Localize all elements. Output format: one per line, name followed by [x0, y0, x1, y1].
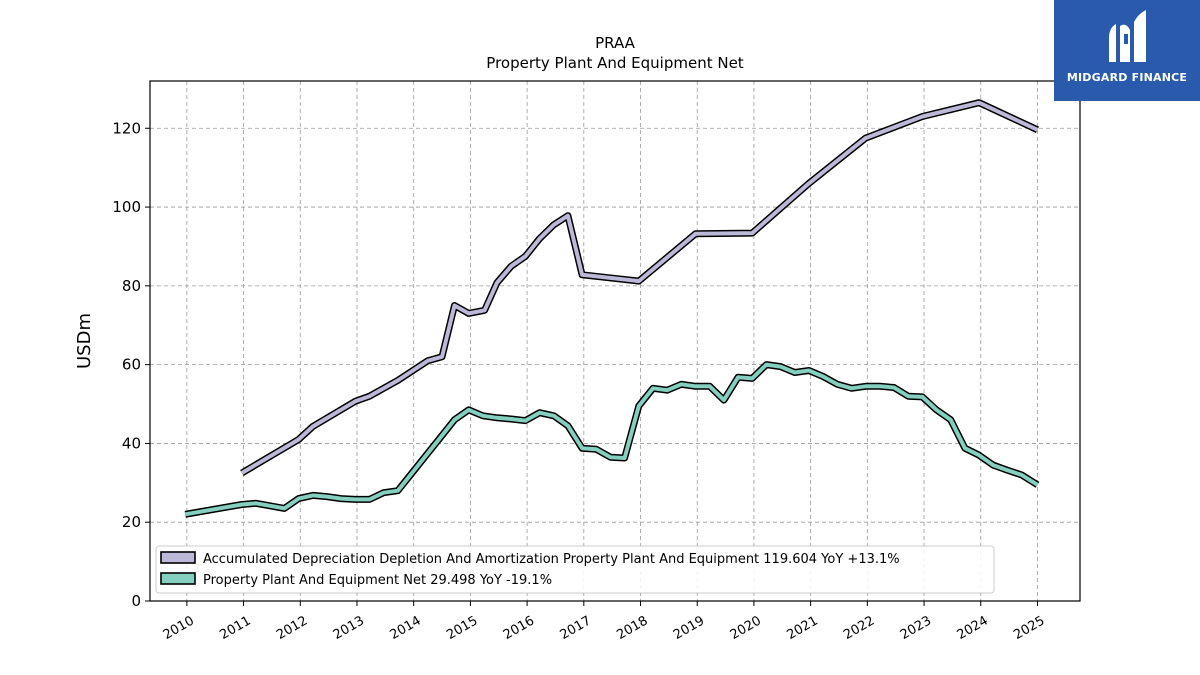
y-tick-label: 80	[122, 277, 141, 295]
x-tick-label: 2014	[388, 613, 424, 643]
x-tick-label: 2019	[671, 613, 707, 643]
plot-frame	[149, 80, 1081, 602]
series-line-ppe-net	[184, 362, 1039, 517]
y-tick-label: 60	[122, 356, 141, 374]
legend-box	[155, 545, 995, 594]
x-tick-label: 2013	[331, 613, 367, 643]
y-axis-label: USDm	[74, 313, 95, 369]
y-tick-label: 120	[112, 119, 141, 137]
grid-lines	[150, 81, 1080, 602]
x-tick-label: 2011	[217, 613, 253, 643]
y-tick-label: 100	[112, 198, 141, 216]
x-tick-label: 2024	[955, 613, 991, 643]
series-line-accumulated-depreciation	[240, 100, 1039, 475]
chart-subtitle: Property Plant And Equipment Net	[486, 54, 743, 72]
legend-entry-accumulated-depreciation: Accumulated Depreciation Depletion And A…	[203, 552, 900, 567]
x-tick-label: 2025	[1011, 613, 1047, 643]
x-tick-label: 2012	[274, 613, 310, 643]
x-tick-label: 2010	[161, 613, 197, 643]
logo-brand-text: MIDGARD FINANCE	[1066, 71, 1188, 84]
series-line-ppe-net-outline	[184, 361, 1040, 518]
y-tick-label: 40	[122, 434, 141, 452]
legend: Accumulated Depreciation Depletion And A…	[155, 545, 995, 594]
x-tick-label: 2016	[501, 613, 537, 643]
y-tick-label: 0	[131, 592, 141, 610]
x-tick-label: 2023	[898, 613, 934, 643]
x-axis-ticks: 2010 2011 2012 2013 2014 2015 2016 2017 2018 2019…	[161, 601, 1047, 643]
legend-swatch-ppe-net	[160, 572, 196, 585]
chart-title: PRAA	[595, 34, 636, 52]
legend-entry-ppe-net: Property Plant And Equipment Net 29.498 …	[203, 573, 552, 588]
legend-swatch-accumulated-depreciation	[160, 551, 196, 564]
x-tick-label: 2022	[841, 613, 877, 643]
x-tick-label: 2015	[444, 613, 480, 643]
x-tick-label: 2018	[614, 613, 650, 643]
x-tick-label: 2021	[784, 613, 820, 643]
series-line-accumulated-depreciation-outline	[240, 99, 1039, 477]
x-tick-label: 2017	[558, 613, 594, 643]
y-axis-ticks: 0 20 40 60 80 100 120	[112, 119, 150, 610]
midgard-logo-icon	[1109, 10, 1146, 63]
y-tick-label: 20	[122, 513, 141, 531]
midgard-finance-logo: MIDGARD FINANCE	[1054, 0, 1200, 101]
x-tick-label: 2020	[728, 613, 764, 643]
series-layer	[184, 99, 1040, 518]
